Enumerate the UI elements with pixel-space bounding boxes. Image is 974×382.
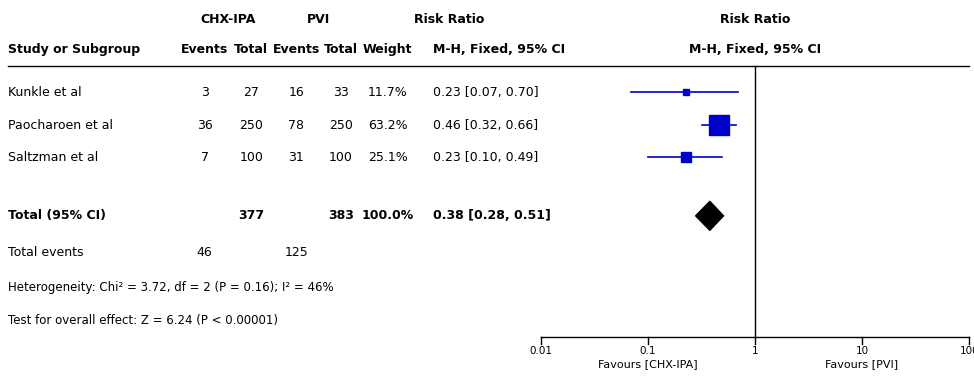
- Text: Favours [CHX-IPA]: Favours [CHX-IPA]: [598, 359, 697, 369]
- Text: Favours [PVI]: Favours [PVI]: [825, 359, 899, 369]
- Text: 33: 33: [333, 86, 349, 99]
- Text: 31: 31: [288, 151, 304, 164]
- Text: CHX-IPA: CHX-IPA: [201, 13, 255, 26]
- Text: 63.2%: 63.2%: [368, 119, 407, 132]
- Text: 0.46 [0.32, 0.66]: 0.46 [0.32, 0.66]: [433, 119, 539, 132]
- Text: 46: 46: [197, 246, 212, 259]
- Text: Total events: Total events: [8, 246, 84, 259]
- Text: Test for overall effect: Z = 6.24 (P < 0.00001): Test for overall effect: Z = 6.24 (P < 0…: [8, 314, 278, 327]
- Text: Risk Ratio: Risk Ratio: [414, 13, 485, 26]
- Text: 100: 100: [329, 151, 353, 164]
- Text: PVI: PVI: [307, 13, 330, 26]
- Text: 3: 3: [201, 86, 208, 99]
- Text: Saltzman et al: Saltzman et al: [8, 151, 98, 164]
- Text: 0.1: 0.1: [640, 346, 656, 356]
- Text: 250: 250: [240, 119, 263, 132]
- Text: 25.1%: 25.1%: [368, 151, 407, 164]
- Text: 250: 250: [329, 119, 353, 132]
- Text: M-H, Fixed, 95% CI: M-H, Fixed, 95% CI: [689, 43, 821, 56]
- Text: Total: Total: [235, 43, 268, 56]
- Text: 377: 377: [239, 209, 264, 222]
- Text: 36: 36: [197, 119, 212, 132]
- Text: Events: Events: [273, 43, 319, 56]
- Text: 0.23 [0.07, 0.70]: 0.23 [0.07, 0.70]: [433, 86, 539, 99]
- Text: Total (95% CI): Total (95% CI): [8, 209, 106, 222]
- Polygon shape: [695, 201, 724, 230]
- Text: 1: 1: [752, 346, 758, 356]
- Text: Total: Total: [324, 43, 357, 56]
- Text: 125: 125: [284, 246, 308, 259]
- Text: 27: 27: [244, 86, 259, 99]
- Text: 100: 100: [959, 346, 974, 356]
- Text: Heterogeneity: Chi² = 3.72, df = 2 (P = 0.16); I² = 46%: Heterogeneity: Chi² = 3.72, df = 2 (P = …: [8, 281, 333, 294]
- Text: 0.01: 0.01: [529, 346, 552, 356]
- Text: 100.0%: 100.0%: [361, 209, 414, 222]
- Text: 10: 10: [855, 346, 869, 356]
- Text: 7: 7: [201, 151, 208, 164]
- Text: Weight: Weight: [363, 43, 412, 56]
- Text: 11.7%: 11.7%: [368, 86, 407, 99]
- Text: Kunkle et al: Kunkle et al: [8, 86, 82, 99]
- Text: 16: 16: [288, 86, 304, 99]
- Text: 0.38 [0.28, 0.51]: 0.38 [0.28, 0.51]: [433, 209, 551, 222]
- Text: 383: 383: [328, 209, 354, 222]
- Text: Study or Subgroup: Study or Subgroup: [8, 43, 140, 56]
- Text: 78: 78: [288, 119, 304, 132]
- Text: Events: Events: [181, 43, 228, 56]
- Text: M-H, Fixed, 95% CI: M-H, Fixed, 95% CI: [433, 43, 566, 56]
- Text: 100: 100: [240, 151, 263, 164]
- Text: Paocharoen et al: Paocharoen et al: [8, 119, 113, 132]
- Text: 0.23 [0.10, 0.49]: 0.23 [0.10, 0.49]: [433, 151, 539, 164]
- Text: Risk Ratio: Risk Ratio: [720, 13, 790, 26]
